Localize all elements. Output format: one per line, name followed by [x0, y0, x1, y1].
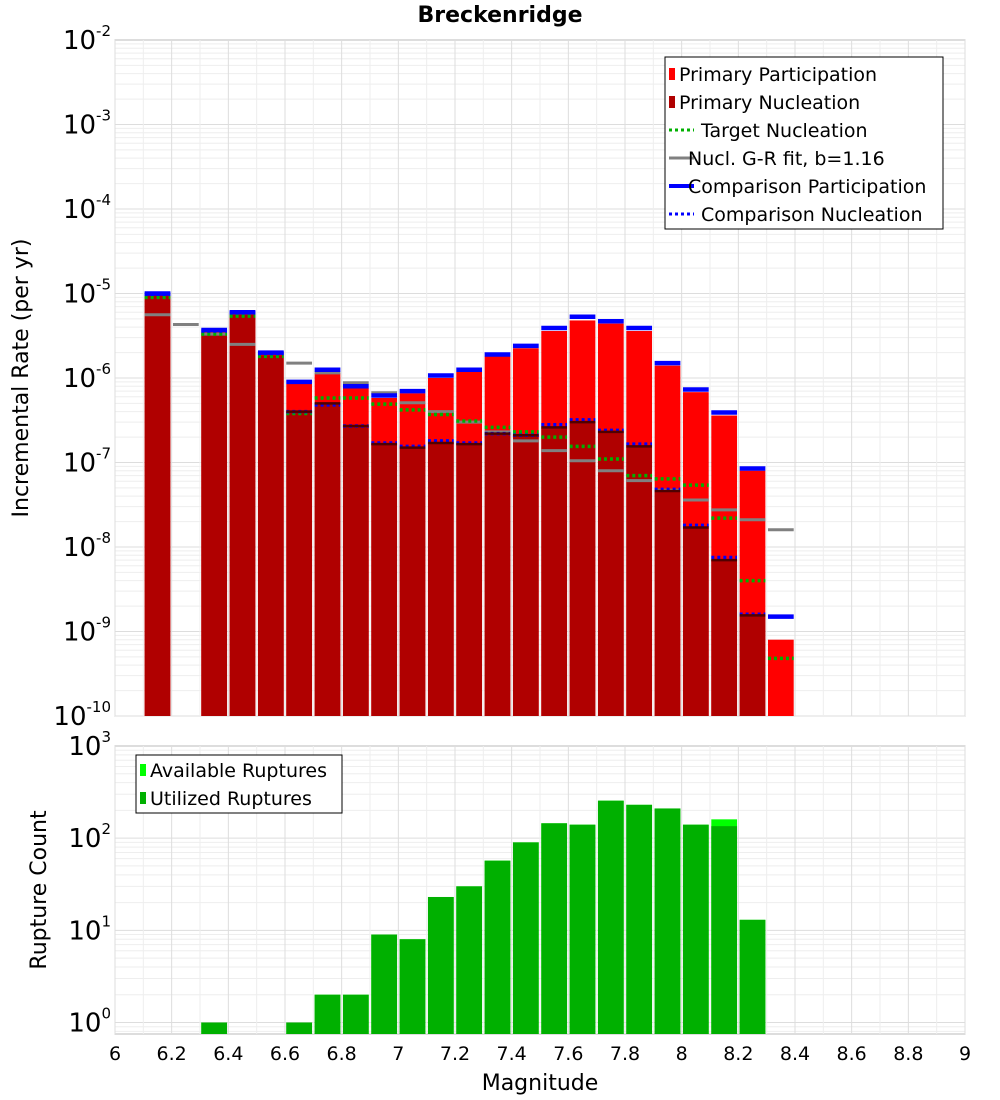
utilized-ruptures-bar	[484, 860, 511, 1034]
utilized-ruptures-bar	[456, 886, 483, 1034]
rate-legend-box	[664, 56, 944, 230]
utilized-ruptures-bar	[371, 934, 398, 1034]
count-y-axis-label: Rupture Count	[27, 810, 52, 970]
legend-label: Available Ruptures	[150, 760, 327, 782]
rate-y-tick-label: 10-9	[63, 614, 111, 648]
x-tick-label: 8.4	[780, 1043, 810, 1065]
utilized-ruptures-bar	[314, 994, 341, 1034]
participation-bar	[767, 639, 794, 716]
nucleation-bar	[682, 527, 709, 716]
utilized-ruptures-bar	[597, 800, 624, 1034]
nucleation-bar	[626, 446, 653, 716]
nucleation-bar	[257, 355, 284, 716]
x-tick-label: 6.2	[157, 1043, 187, 1065]
legend-label: Target Nucleation	[700, 120, 868, 142]
utilized-ruptures-bar	[342, 994, 369, 1034]
count-y-tick-label: 102	[68, 820, 111, 854]
nucleation-bar	[144, 295, 171, 716]
rate-y-tick-label: 10-5	[63, 276, 111, 310]
rate-y-tick-label: 10-3	[63, 107, 111, 141]
legend-swatch	[140, 792, 146, 804]
rate-y-ticks: 10-10 10-9 10-8 10-7 10-6 10-5 10-4 10-3 10-2	[53, 22, 111, 732]
rate-y-tick-label: 10-4	[63, 191, 111, 225]
legend-swatch	[669, 68, 675, 80]
legend-swatch	[669, 96, 675, 108]
nucleation-bar	[739, 615, 766, 716]
legend-label: Comparison Nucleation	[701, 204, 923, 226]
utilized-ruptures-bar	[286, 1022, 313, 1034]
count-y-tick-label: 103	[68, 728, 111, 762]
nucleation-bar	[286, 411, 313, 716]
count-y-tick-label: 100	[68, 1004, 111, 1038]
x-tick-label: 8.8	[893, 1043, 923, 1065]
count-legend-box	[135, 754, 343, 814]
utilized-ruptures-bar	[201, 1022, 228, 1034]
nucleation-bar	[512, 435, 539, 716]
nucleation-bar	[371, 444, 398, 716]
utilized-ruptures-bar	[711, 826, 738, 1034]
utilized-ruptures-bar	[739, 919, 766, 1034]
x-tick-label: 7	[392, 1043, 404, 1065]
nucleation-bar	[711, 560, 738, 716]
nucleation-bar	[456, 444, 483, 716]
legend-label: Nucl. G-R fit, b=1.16	[688, 148, 885, 170]
x-tick-label: 7.4	[497, 1043, 527, 1065]
rate-bars	[144, 295, 794, 716]
legend-swatch	[140, 764, 146, 776]
nucleation-bar	[399, 447, 426, 716]
x-tick-label: 6.8	[327, 1043, 357, 1065]
nucleation-bar	[597, 431, 624, 716]
x-tick-label: 7.2	[440, 1043, 470, 1065]
x-tick-label: 8.6	[837, 1043, 867, 1065]
count-y-ticks: 100 101 102 103	[68, 728, 111, 1038]
rate-y-tick-label: 10-10	[53, 698, 111, 732]
x-tick-label: 6.6	[270, 1043, 300, 1065]
nucleation-bar	[569, 422, 596, 716]
utilized-ruptures-bar	[541, 823, 568, 1034]
rate-marks	[144, 291, 794, 661]
x-tick-label: 7.8	[610, 1043, 640, 1065]
rate-panel: 10-10 10-9 10-8 10-7 10-6 10-5 10-4 10-3 10-2 In…	[9, 22, 966, 732]
count-bars	[201, 800, 766, 1034]
rate-y-tick-label: 10-6	[63, 360, 111, 394]
rate-y-tick-label: 10-8	[63, 529, 111, 563]
legend-label: Comparison Participation	[688, 176, 926, 198]
count-legend: Available Ruptures Utilized Ruptures	[135, 754, 343, 814]
nucleation-bar	[314, 403, 341, 716]
utilized-ruptures-bar	[569, 824, 596, 1034]
nucleation-bar	[654, 490, 681, 716]
magnitude-x-ticks: 6 6.2 6.4 6.6 6.8 7 7.2 7.4 7.6 7.8 8 8.2 8.4 8.6 8.8 9	[109, 1043, 971, 1065]
rate-y-axis-label: Incremental Rate (per yr)	[9, 239, 34, 518]
x-tick-label: 9	[959, 1043, 971, 1065]
rate-y-tick-label: 10-2	[63, 22, 111, 56]
utilized-ruptures-bar	[427, 896, 454, 1034]
x-tick-label: 6	[109, 1043, 121, 1065]
chart-title: Breckenridge	[417, 3, 582, 28]
x-tick-label: 7.6	[553, 1043, 583, 1065]
x-tick-label: 8	[676, 1043, 688, 1065]
utilized-ruptures-bar	[512, 842, 539, 1034]
legend-label: Utilized Ruptures	[150, 788, 312, 810]
legend-label: Primary Nucleation	[679, 92, 860, 114]
utilized-ruptures-bar	[654, 808, 681, 1034]
x-tick-label: 8.2	[723, 1043, 753, 1065]
count-y-tick-label: 101	[68, 912, 111, 946]
nucleation-bar	[484, 433, 511, 716]
nucleation-bar	[201, 333, 228, 716]
x-axis-label: Magnitude	[482, 1071, 599, 1096]
nucleation-bar	[541, 427, 568, 716]
nucleation-bar	[427, 443, 454, 716]
utilized-ruptures-bar	[682, 824, 709, 1034]
utilized-ruptures-bar	[399, 939, 426, 1034]
utilized-ruptures-bar	[626, 804, 653, 1034]
legend-label: Primary Participation	[679, 64, 877, 86]
x-tick-label: 6.4	[213, 1043, 243, 1065]
rate-y-tick-label: 10-7	[63, 445, 111, 479]
nucleation-bar	[229, 314, 256, 716]
nucleation-bar	[342, 426, 369, 716]
rupture-count-panel: 100 101 102 103 6 6.2 6.4 6.6 6.8 7 7.2 7.4 7.6 7.8 8…	[27, 728, 971, 1096]
rate-legend: Primary Participation Primary Nucleation T…	[664, 56, 944, 230]
